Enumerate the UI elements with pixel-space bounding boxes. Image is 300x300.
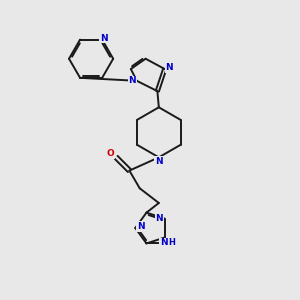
Text: N: N — [160, 238, 168, 247]
Text: N: N — [128, 76, 136, 85]
Text: N: N — [137, 222, 144, 231]
Text: N: N — [155, 214, 163, 223]
Text: H: H — [169, 238, 176, 247]
Text: N: N — [155, 157, 163, 166]
Text: N: N — [100, 34, 107, 43]
Text: N: N — [165, 63, 173, 72]
Text: O: O — [107, 149, 115, 158]
